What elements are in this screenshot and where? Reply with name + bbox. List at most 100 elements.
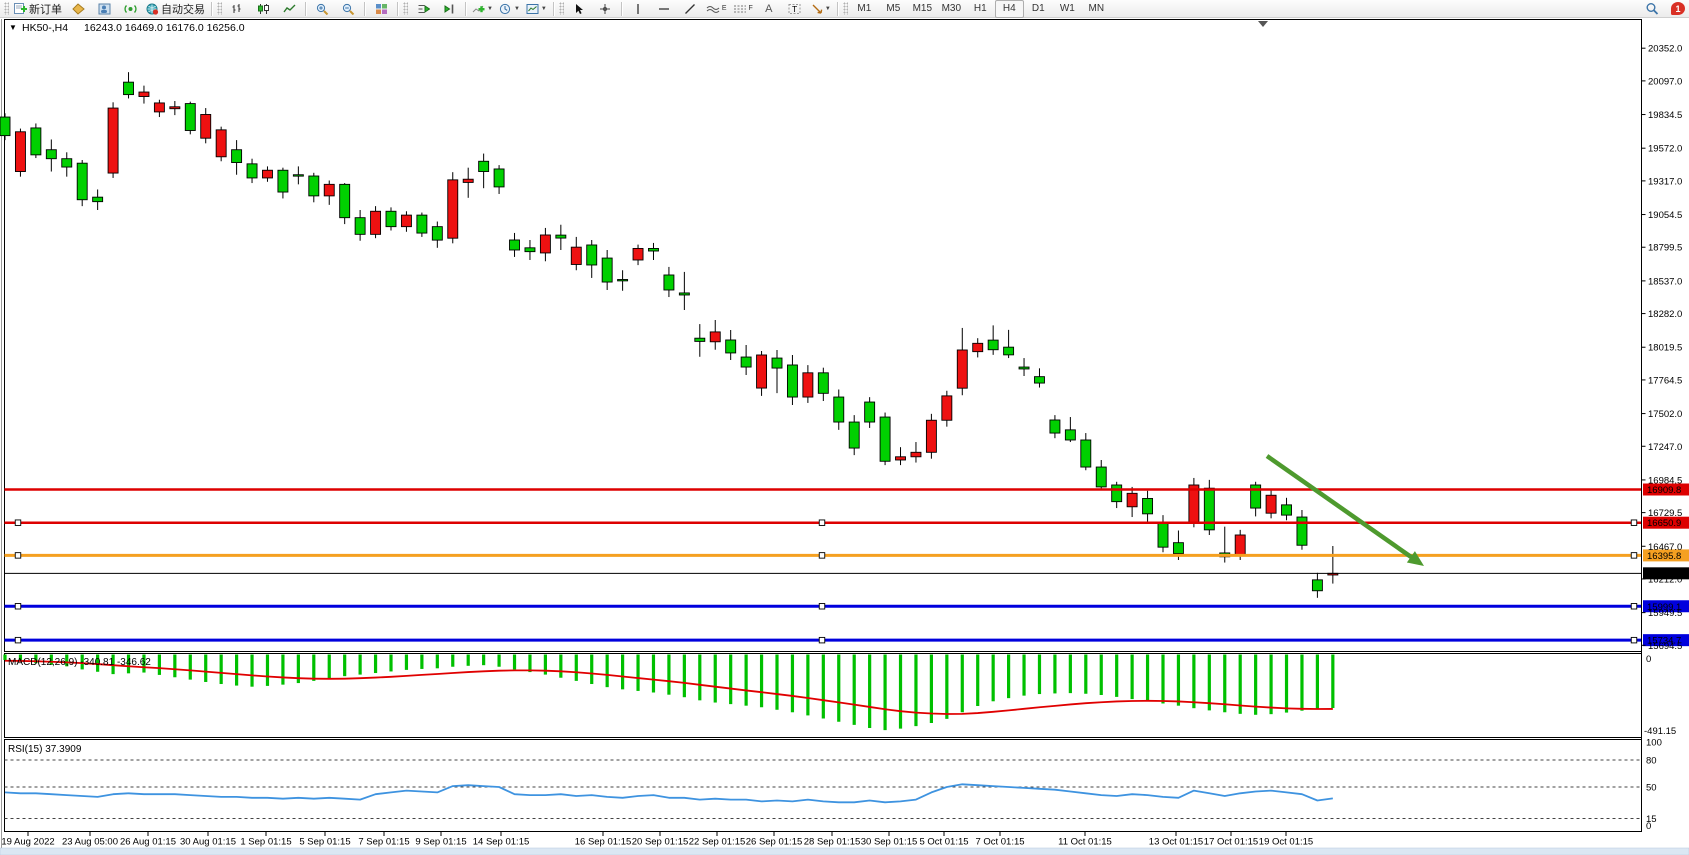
rsi-pane[interactable] [4,739,1642,832]
trend-arrow-head[interactable] [1406,551,1424,566]
fibonacci-button[interactable]: F [730,0,756,18]
auto-trading-button[interactable]: 自动交易 [143,0,208,18]
candle-body [61,158,73,168]
candle-body [169,106,181,110]
crosshair-button[interactable] [592,0,618,18]
zoom-out-button[interactable] [335,0,361,18]
timeframe-button-m30[interactable]: M30 [941,3,962,14]
toolbar-grip[interactable] [558,2,564,15]
timeframe-button-d1[interactable]: D1 [1031,3,1045,14]
tile-windows-button[interactable] [368,0,394,18]
trendline-icon [684,3,695,14]
candle-body [1095,466,1107,488]
line-handle[interactable] [1630,552,1638,559]
candle-body [709,331,721,343]
horizontal-line-icon [658,7,669,10]
equidistant-channel-button[interactable]: E [703,0,730,18]
candle-body [925,419,937,453]
main-chart-pane[interactable] [4,19,1642,652]
line-handle[interactable] [14,636,22,644]
arrows-icon [812,4,823,14]
chart-area[interactable]: ▼ HK50-,H4 16243.0 16469.0 16176.0 16256… [0,18,1689,855]
time-axis-label: 11 Oct 01:15 [1058,837,1112,848]
candlestick-chart-button[interactable] [250,0,276,18]
price-axis-tick-label: 19834.5 [1648,110,1682,121]
time-axis-label: 28 Sep 01:15 [804,837,861,848]
price-axis-tick-label: 16729.5 [1648,508,1682,519]
price-badge [1643,516,1689,529]
timeframe-button-w1[interactable]: W1 [1059,3,1075,14]
line-handle[interactable] [818,552,826,559]
candle-body [1172,542,1184,555]
indicators-button[interactable]: ▼ [469,0,496,18]
price-axis-tick-label: 17502.0 [1648,409,1682,420]
new-order-icon [14,2,27,14]
time-axis-label: 19 Aug 2022 [1,837,54,848]
line-handle[interactable] [1630,603,1638,610]
toolbar-grip[interactable] [842,2,848,15]
timeframe-button-m5[interactable]: M5 [886,3,901,14]
candle-body [92,196,104,203]
cursor-button[interactable] [566,0,592,18]
price-badge-value: 16395.8 [1647,551,1681,562]
search-button[interactable] [1639,0,1665,18]
timeframe-button-h4[interactable]: H4 [994,0,1024,18]
candle-body [184,103,196,131]
line-handle[interactable] [14,552,22,559]
text-label-button[interactable]: T [782,0,808,18]
price-axis[interactable]: 16909.8 16650.9 16395.8 15999.1 15734.7 20352… [1641,19,1689,832]
line-handle[interactable] [14,603,22,610]
data-window-button[interactable] [117,0,143,18]
chart-shift-marker-icon[interactable] [1258,21,1268,27]
chart-ohlc-values: 16243.0 16469.0 16176.0 16256.0 [84,22,245,34]
text-button[interactable]: A [765,2,773,15]
price-axis-tick-label: 20097.0 [1648,76,1682,87]
auto-scroll-button[interactable] [410,0,436,18]
timeframe-button-mn[interactable]: MN [1088,3,1105,14]
timeframe-button-h1[interactable]: H1 [973,3,987,14]
rsi-scale-label: 15 [1646,814,1657,825]
line-handle[interactable] [818,636,826,644]
auto-trading-icon [146,3,159,15]
navigator-button[interactable] [91,0,117,18]
toolbar-grip[interactable] [403,2,408,15]
zoom-in-button[interactable] [309,0,335,18]
toolbar-separator [305,1,306,16]
chart-symbol-collapse-icon[interactable]: ▼ [9,23,17,32]
toolbar-grip[interactable] [4,2,9,15]
bottom-scrollbar-strip[interactable] [0,847,1689,855]
line-handle[interactable] [14,519,22,526]
line-chart-button[interactable] [276,0,302,18]
toolbar-grip[interactable] [217,2,222,15]
candle-body [354,217,366,235]
candle-body [987,339,999,351]
timeframe-button-m15[interactable]: M15 [912,3,933,14]
candle-body [123,81,134,96]
new-order-button[interactable]: 新订单 [11,0,65,18]
auto-trading-label: 自动交易 [161,3,205,16]
line-handle[interactable] [1630,636,1638,644]
arrows-button[interactable]: ▼ [808,0,834,18]
templates-button[interactable]: ▼ [523,0,550,18]
rsi-line [4,783,1333,804]
market-watch-button[interactable] [65,0,91,18]
line-handle[interactable] [818,519,826,526]
horizontal-line-button[interactable] [651,0,677,18]
trend-arrow-line[interactable] [1265,454,1416,561]
candle-body [725,339,737,354]
indicators-icon [472,5,485,12]
time-axis[interactable]: 19 Aug 2022 23 Aug 05:00 26 Aug 01:15 30 Au… [1,832,1313,848]
templates-dropdown-icon: ▼ [540,5,547,12]
periods-button[interactable]: ▼ [496,0,523,18]
candlesticks-layer [0,72,1339,598]
auto-scroll-icon [418,4,430,13]
vertical-line-button[interactable] [625,0,651,18]
bar-chart-button[interactable] [224,0,250,18]
line-handle[interactable] [1630,519,1638,526]
chart-shift-button[interactable] [436,0,462,18]
svg-text:T: T [792,4,797,14]
notification-badge[interactable]: 1 [1671,2,1685,15]
trendline-button[interactable] [677,0,703,18]
timeframe-button-m1[interactable]: M1 [857,3,872,14]
line-handle[interactable] [818,603,826,610]
